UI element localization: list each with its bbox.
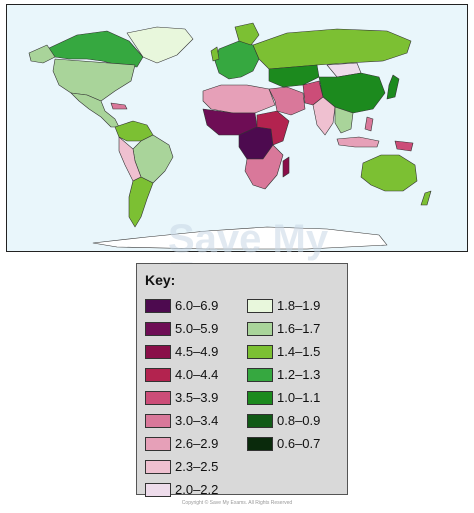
key-item: 1.6–1.7 (247, 317, 320, 340)
key-item: 6.0–6.9 (145, 294, 218, 317)
key-swatch (145, 413, 171, 428)
region-new-zealand (420, 190, 432, 206)
key-label: 1.0–1.1 (277, 390, 321, 405)
key-item: 4.0–4.4 (145, 363, 218, 386)
key-swatch (145, 482, 171, 497)
region-southern-cone (128, 176, 154, 228)
key-item: 1.8–1.9 (247, 294, 320, 317)
region-scandinavia (234, 22, 260, 46)
region-philippines (364, 116, 374, 132)
key-swatch (145, 321, 171, 336)
key-swatch (145, 390, 171, 405)
key-label: 3.0–3.4 (175, 413, 219, 428)
region-india (312, 96, 336, 136)
key-swatch (247, 390, 273, 405)
key-label: 2.0–2.2 (175, 482, 219, 497)
key-label: 6.0–6.9 (175, 298, 219, 313)
key-label: 4.0–4.4 (175, 367, 219, 382)
key-swatch (145, 298, 171, 313)
key-item: 4.5–4.9 (145, 340, 218, 363)
key-title: Key: (145, 272, 176, 288)
key-label: 1.8–1.9 (277, 298, 321, 313)
region-madagascar (282, 156, 290, 178)
key-swatch (145, 367, 171, 382)
key-swatch (247, 298, 273, 313)
copyright-notice: Copyright © Save My Exams. All Rights Re… (181, 500, 293, 506)
key-item: 3.0–3.4 (145, 409, 218, 432)
world-map (6, 4, 468, 252)
key-label: 4.5–4.9 (175, 344, 219, 359)
key-item: 2.3–2.5 (145, 455, 218, 478)
region-antarctica (92, 226, 388, 250)
region-japan (386, 74, 400, 100)
key-swatch (145, 436, 171, 451)
key-label: 2.6–2.9 (175, 436, 219, 451)
key-item: 2.6–2.9 (145, 432, 218, 455)
key-label: 5.0–5.9 (175, 321, 219, 336)
region-north-africa (202, 84, 276, 114)
key-label: 1.6–1.7 (277, 321, 321, 336)
region-middle-east (268, 86, 306, 116)
key-label: 1.4–1.5 (277, 344, 321, 359)
region-east-africa (256, 110, 290, 146)
key-swatch (145, 344, 171, 359)
key-item: 5.0–5.9 (145, 317, 218, 340)
region-russia (252, 28, 412, 70)
region-australia (360, 154, 418, 192)
world-map-svg (28, 22, 432, 250)
key-label: 1.2–1.3 (277, 367, 321, 382)
key-swatch (247, 436, 273, 451)
region-central-asia (268, 64, 320, 88)
region-southeast-asia (334, 106, 354, 134)
key-column-right: 1.8–1.9 1.6–1.7 1.4–1.5 1.2–1.3 1.0–1.1 … (247, 294, 320, 455)
key-swatch (247, 413, 273, 428)
key-item: 0.8–0.9 (247, 409, 320, 432)
region-alaska (28, 44, 56, 64)
key-swatch (247, 367, 273, 382)
key-label: 2.3–2.5 (175, 459, 219, 474)
region-uk (210, 46, 220, 62)
key-label: 0.6–0.7 (277, 436, 321, 451)
key-item: 1.0–1.1 (247, 386, 320, 409)
key-label: 3.5–3.9 (175, 390, 219, 405)
region-png (394, 140, 414, 152)
key-swatch (145, 459, 171, 474)
region-usa (52, 58, 136, 102)
region-indonesia (336, 136, 380, 148)
key-swatch (247, 321, 273, 336)
key-column-left: 6.0–6.9 5.0–5.9 4.5–4.9 4.0–4.4 3.5–3.9 … (145, 294, 218, 501)
key-label: 0.8–0.9 (277, 413, 321, 428)
region-greenland (126, 26, 194, 64)
region-europe (214, 40, 260, 80)
region-southern-africa (244, 144, 284, 190)
key-item: 1.4–1.5 (247, 340, 320, 363)
region-caribbean (110, 102, 128, 110)
key-item: 3.5–3.9 (145, 386, 218, 409)
key-swatch (247, 344, 273, 359)
key-item: 2.0–2.2 (145, 478, 218, 501)
key-item: 0.6–0.7 (247, 432, 320, 455)
key-item: 1.2–1.3 (247, 363, 320, 386)
map-key: Key: 6.0–6.9 5.0–5.9 4.5–4.9 4.0–4.4 3.5… (136, 263, 348, 497)
